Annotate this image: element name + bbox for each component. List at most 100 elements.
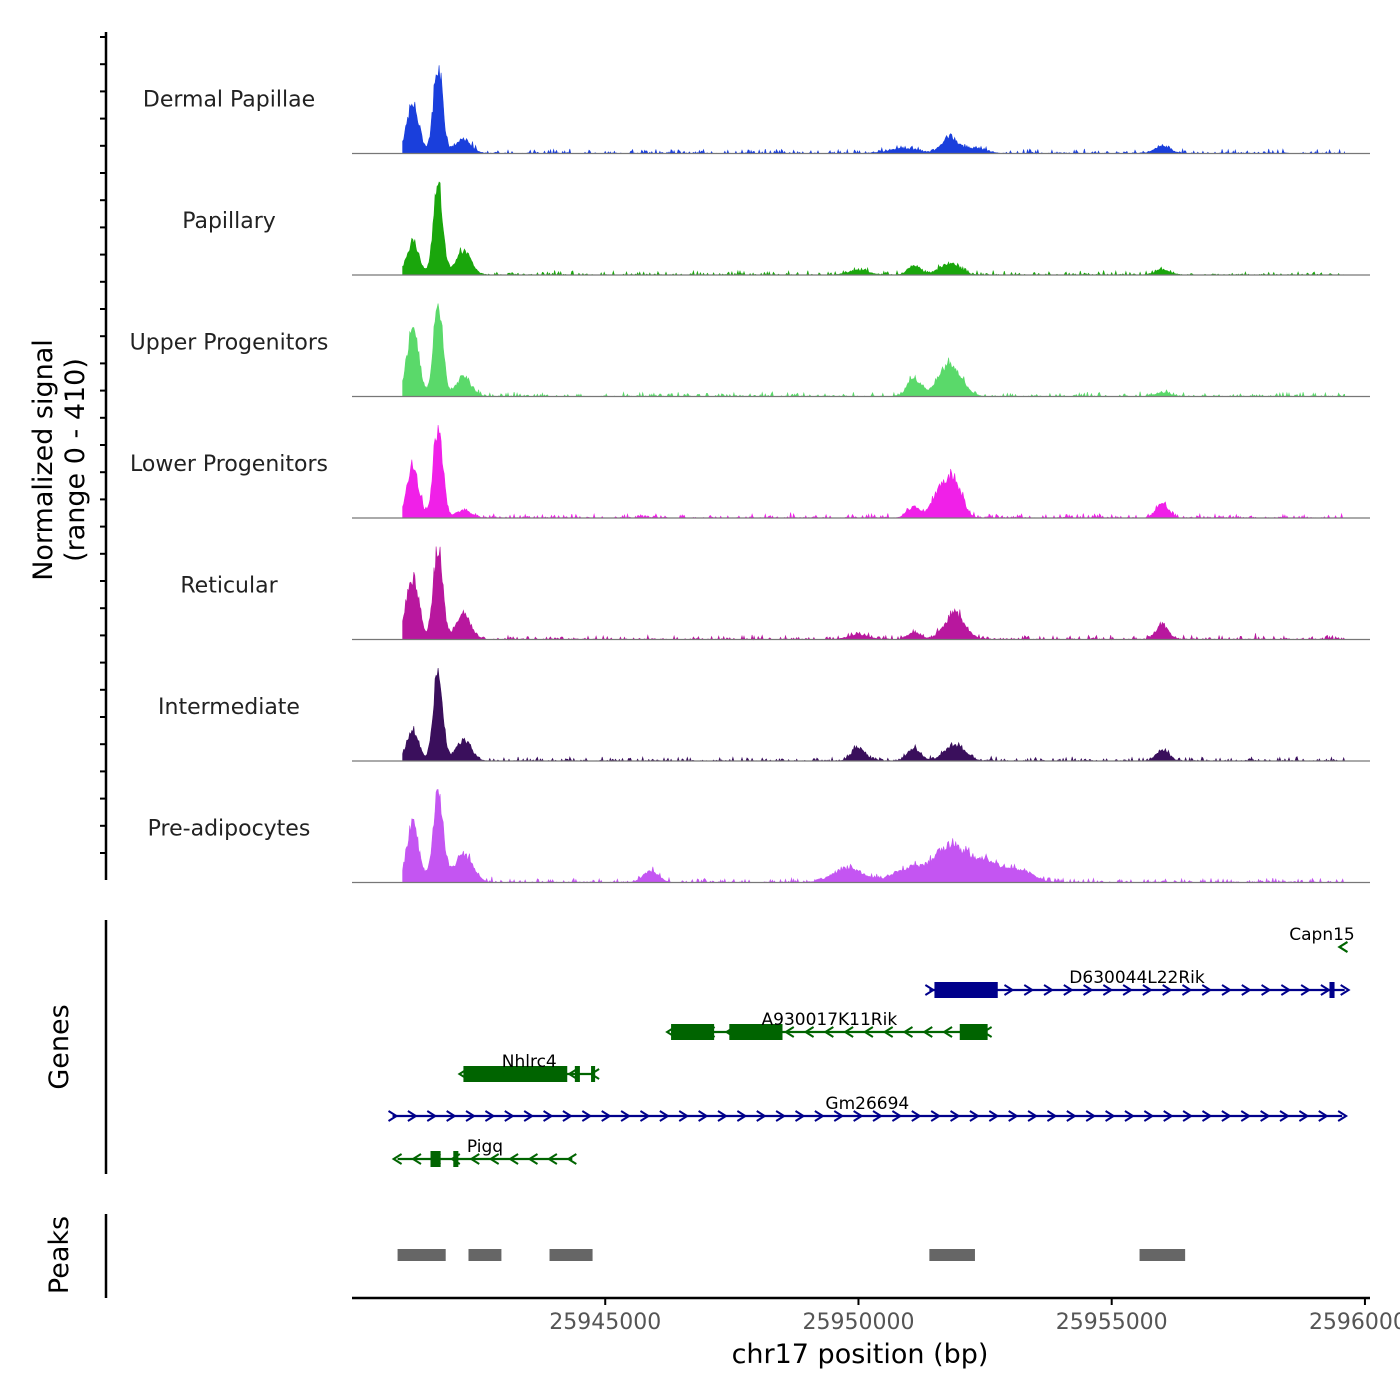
peak-region	[929, 1249, 975, 1261]
coverage-area	[402, 546, 1346, 641]
coverage-area	[402, 667, 1345, 762]
track-dermal-papillae: Dermal Papillae	[143, 65, 1370, 155]
strand-arrow	[930, 1110, 942, 1122]
strand-arrow	[1241, 984, 1252, 996]
strand-arrow	[589, 1068, 600, 1080]
exon	[591, 1066, 596, 1082]
strand-arrow	[1142, 984, 1153, 996]
strand-arrow	[1280, 984, 1292, 996]
strand-arrow	[922, 1026, 933, 1038]
strand-arrow	[446, 1110, 457, 1122]
coverage-area	[402, 303, 1345, 398]
track-intermediate: Intermediate	[158, 667, 1370, 762]
strand-arrow	[678, 1110, 690, 1122]
strand-arrow	[1240, 1110, 1252, 1122]
gene-a930017k11rik: A930017K11Rik	[665, 1010, 993, 1040]
gene-label: Pigq	[467, 1137, 503, 1157]
strand-arrow	[1066, 1110, 1077, 1122]
track-label: Reticular	[180, 574, 278, 599]
exon	[1329, 982, 1335, 998]
strand-arrow	[407, 1110, 418, 1122]
track-label: Dermal Papillae	[143, 88, 315, 113]
strand-arrow	[1008, 1110, 1019, 1122]
signal-ylabel-line2: (range 0 - 410)	[60, 358, 91, 562]
x-tick-label: 25955000	[1056, 1310, 1168, 1335]
x-tick-label: 25945000	[549, 1310, 661, 1335]
gene-pigq: Pigq	[391, 1137, 577, 1167]
strand-arrow	[1221, 1110, 1232, 1122]
coverage-area	[402, 789, 1345, 884]
strand-arrow	[567, 1068, 578, 1080]
x-tick-label: 25960000	[1309, 1310, 1400, 1335]
strand-arrow	[457, 1068, 468, 1080]
strand-arrow	[724, 1026, 735, 1038]
strand-arrow	[783, 1026, 795, 1038]
gene-label: A930017K11Rik	[762, 1010, 898, 1030]
genes-panel-label: Genes	[44, 1004, 75, 1089]
signal-ylabel-line1: Normalized signal	[28, 339, 59, 581]
strand-arrow	[465, 1110, 476, 1122]
strand-arrow	[488, 1153, 500, 1165]
strand-arrow	[684, 1026, 696, 1038]
strand-arrow	[508, 1153, 519, 1165]
strand-arrow	[756, 1110, 767, 1122]
strand-arrow	[562, 1110, 573, 1122]
strand-arrow	[1162, 984, 1173, 996]
exon	[959, 1024, 988, 1040]
strand-arrow	[1163, 1110, 1174, 1122]
coverage-area	[402, 424, 1345, 520]
exon	[453, 1151, 459, 1167]
strand-arrow	[659, 1110, 670, 1122]
track-label: Intermediate	[158, 695, 300, 720]
strand-arrow	[566, 1153, 577, 1165]
strand-arrow	[717, 1110, 728, 1122]
peaks-track	[397, 1249, 1186, 1261]
strand-arrow	[1027, 1110, 1038, 1122]
strand-arrow	[736, 1110, 748, 1122]
strand-arrow	[872, 1110, 883, 1122]
track-reticular: Reticular	[180, 546, 1370, 641]
strand-arrow	[1023, 984, 1035, 996]
strand-arrow	[698, 1110, 709, 1122]
strand-arrow	[426, 1110, 438, 1122]
strand-arrow	[430, 1153, 441, 1165]
strand-arrow	[1102, 984, 1114, 996]
track-label: Upper Progenitors	[130, 331, 329, 356]
strand-arrow	[545, 1068, 556, 1080]
strand-arrow	[581, 1110, 593, 1122]
strand-arrow	[882, 1026, 894, 1038]
strand-arrow	[523, 1068, 534, 1080]
strand-arrow	[1300, 984, 1312, 996]
strand-arrow	[1201, 984, 1213, 996]
coverage-area	[402, 65, 1345, 155]
strand-arrow	[665, 1026, 676, 1038]
track-pre-adipocytes: Pre-adipocytes	[148, 789, 1370, 884]
strand-arrow	[387, 1110, 399, 1122]
peak-region	[468, 1249, 502, 1261]
strand-arrow	[924, 984, 936, 996]
strand-arrow	[449, 1153, 461, 1165]
gene-label: Gm26694	[825, 1094, 909, 1114]
strand-arrow	[1105, 1110, 1116, 1122]
exon	[729, 1024, 783, 1040]
strand-arrow	[1260, 1110, 1271, 1122]
strand-arrow	[411, 1153, 422, 1165]
strand-arrow	[911, 1110, 922, 1122]
track-label: Papillary	[182, 209, 276, 234]
strand-arrow	[547, 1153, 558, 1165]
strand-arrow	[1043, 984, 1054, 996]
strand-arrow	[1298, 1110, 1310, 1122]
genes-track: Capn15 D630044L22Rik A930017K11Rik Nhlrc4 Gm…	[387, 925, 1355, 1167]
gene-nhlrc4: Nhlrc4	[457, 1052, 600, 1082]
strand-arrow	[620, 1110, 631, 1122]
strand-arrow	[1340, 984, 1351, 996]
strand-arrow	[814, 1110, 825, 1122]
strand-arrow	[744, 1026, 755, 1038]
strand-arrow	[1003, 984, 1015, 996]
strand-arrow	[704, 1026, 716, 1038]
strand-arrow	[639, 1110, 651, 1122]
x-axis-ticks: 25945000 25950000 25955000 25960000	[549, 1298, 1400, 1335]
strand-arrow	[1261, 984, 1272, 996]
strand-arrow	[764, 1026, 775, 1038]
strand-arrow	[969, 1110, 980, 1122]
